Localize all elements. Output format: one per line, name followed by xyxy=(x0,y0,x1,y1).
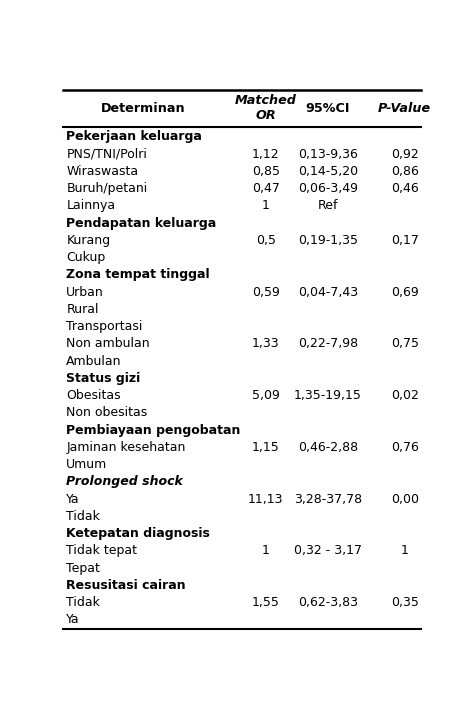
Text: 0,14-5,20: 0,14-5,20 xyxy=(298,165,358,178)
Text: 1,33: 1,33 xyxy=(252,337,279,350)
Text: 0,92: 0,92 xyxy=(391,148,419,160)
Text: Status gizi: Status gizi xyxy=(66,372,141,385)
Text: Ambulan: Ambulan xyxy=(66,354,122,368)
Text: 0,02: 0,02 xyxy=(391,389,419,402)
Text: Buruh/petani: Buruh/petani xyxy=(66,182,148,195)
Text: Prolonged shock: Prolonged shock xyxy=(66,475,183,488)
Text: Umum: Umum xyxy=(66,458,108,471)
Text: 0,46: 0,46 xyxy=(391,182,419,195)
Text: 1,12: 1,12 xyxy=(252,148,279,160)
Text: Zona tempat tinggal: Zona tempat tinggal xyxy=(66,268,210,281)
Text: 0,32 - 3,17: 0,32 - 3,17 xyxy=(294,545,362,557)
Text: 0,46-2,88: 0,46-2,88 xyxy=(298,441,358,454)
Text: 5,09: 5,09 xyxy=(252,389,279,402)
Text: Ya: Ya xyxy=(66,613,80,626)
Text: Urban: Urban xyxy=(66,285,104,298)
Text: PNS/TNI/Polri: PNS/TNI/Polri xyxy=(66,148,147,160)
Text: 0,04-7,43: 0,04-7,43 xyxy=(298,285,358,298)
Text: 11,13: 11,13 xyxy=(248,493,283,506)
Text: 0,06-3,49: 0,06-3,49 xyxy=(298,182,358,195)
Text: Pekerjaan keluarga: Pekerjaan keluarga xyxy=(66,130,202,143)
Text: 0,47: 0,47 xyxy=(252,182,279,195)
Text: 0,00: 0,00 xyxy=(391,493,419,506)
Text: Determinan: Determinan xyxy=(101,102,185,114)
Text: 1,55: 1,55 xyxy=(252,596,279,609)
Text: 1,35-19,15: 1,35-19,15 xyxy=(294,389,362,402)
Text: Tidak: Tidak xyxy=(66,510,100,523)
Text: Tidak: Tidak xyxy=(66,596,100,609)
Text: P-Value: P-Value xyxy=(378,102,431,114)
Text: Matched
OR: Matched OR xyxy=(235,94,296,122)
Text: 0,69: 0,69 xyxy=(391,285,419,298)
Text: Jaminan kesehatan: Jaminan kesehatan xyxy=(66,441,185,454)
Text: Pembiayaan pengobatan: Pembiayaan pengobatan xyxy=(66,424,241,437)
Text: Resusitasi cairan: Resusitasi cairan xyxy=(66,579,186,591)
Text: 0,75: 0,75 xyxy=(391,337,419,350)
Text: Ya: Ya xyxy=(66,493,80,506)
Text: 0,62-3,83: 0,62-3,83 xyxy=(298,596,358,609)
Text: 0,76: 0,76 xyxy=(391,441,419,454)
Text: 0,17: 0,17 xyxy=(391,234,419,247)
Text: Non obesitas: Non obesitas xyxy=(66,406,148,420)
Text: 0,86: 0,86 xyxy=(391,165,419,178)
Text: 95%CI: 95%CI xyxy=(305,102,350,114)
Text: Obesitas: Obesitas xyxy=(66,389,121,402)
Text: Pendapatan keluarga: Pendapatan keluarga xyxy=(66,217,217,229)
Text: 0,19-1,35: 0,19-1,35 xyxy=(298,234,358,247)
Text: 0,13-9,36: 0,13-9,36 xyxy=(298,148,358,160)
Text: Tepat: Tepat xyxy=(66,562,100,574)
Text: Lainnya: Lainnya xyxy=(66,200,116,212)
Text: 1: 1 xyxy=(262,200,270,212)
Text: Non ambulan: Non ambulan xyxy=(66,337,150,350)
Text: Transportasi: Transportasi xyxy=(66,320,143,333)
Text: 0,22-7,98: 0,22-7,98 xyxy=(298,337,358,350)
Text: Cukup: Cukup xyxy=(66,251,106,264)
Text: 0,59: 0,59 xyxy=(252,285,279,298)
Text: 1,15: 1,15 xyxy=(252,441,279,454)
Text: 0,35: 0,35 xyxy=(391,596,419,609)
Text: Ref: Ref xyxy=(318,200,338,212)
Text: Wiraswasta: Wiraswasta xyxy=(66,165,138,178)
Text: 0,5: 0,5 xyxy=(256,234,276,247)
Text: 3,28-37,78: 3,28-37,78 xyxy=(294,493,362,506)
Text: 0,85: 0,85 xyxy=(252,165,280,178)
Text: 1: 1 xyxy=(401,545,409,557)
Text: Tidak tepat: Tidak tepat xyxy=(66,545,137,557)
Text: Ketepatan diagnosis: Ketepatan diagnosis xyxy=(66,527,210,540)
Text: 1: 1 xyxy=(262,545,270,557)
Text: Kurang: Kurang xyxy=(66,234,110,247)
Text: Rural: Rural xyxy=(66,302,99,316)
